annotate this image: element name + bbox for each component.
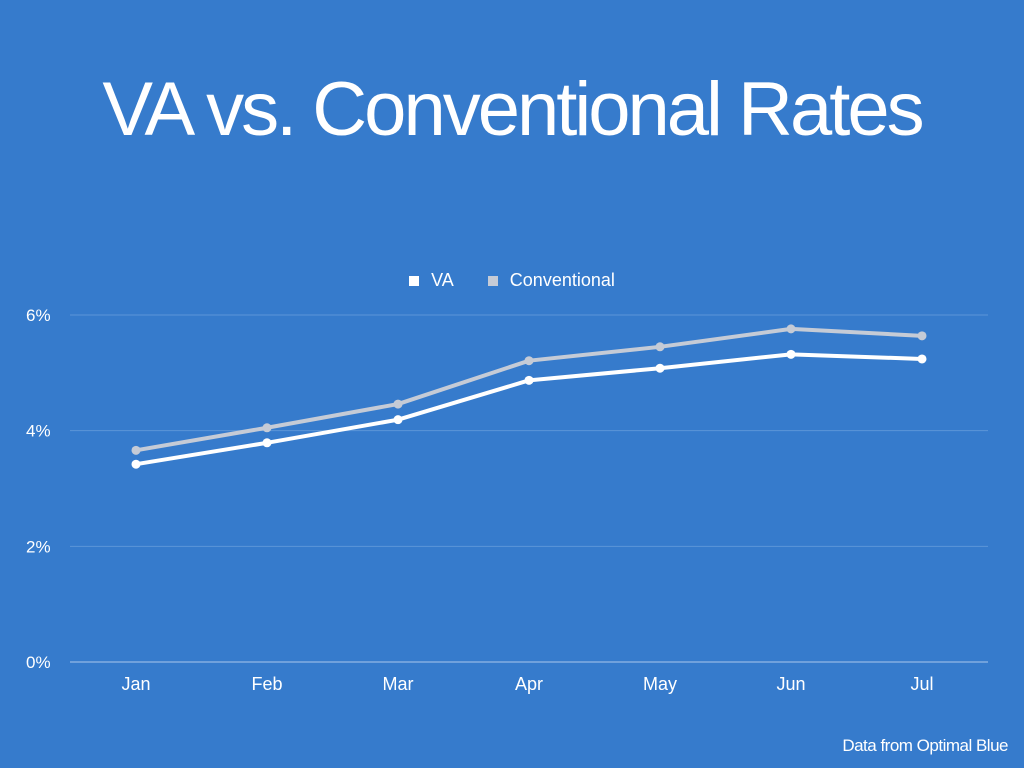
x-tick-label: Feb — [251, 674, 282, 694]
x-tick-label: Jul — [910, 674, 933, 694]
legend-swatch-va — [409, 275, 420, 286]
y-tick-label: 0% — [26, 653, 51, 672]
data-point-conventional-apr — [524, 356, 534, 366]
data-point-conventional-jan — [131, 445, 141, 455]
chart-title: VA vs. Conventional Rates — [102, 67, 924, 152]
data-point-va-mar — [393, 415, 403, 425]
legend-label-conventional: Conventional — [509, 270, 615, 290]
source-note: Data from Optimal Blue — [842, 736, 1008, 755]
y-tick-label: 2% — [26, 537, 51, 556]
y-tick-label: 6% — [26, 306, 51, 325]
x-tick-label: Jun — [776, 674, 805, 694]
legend-item-va: VA — [409, 270, 454, 291]
data-point-va-jul — [917, 354, 927, 364]
series-line-va — [134, 352, 924, 467]
data-point-va-apr — [524, 375, 534, 385]
data-point-conventional-jul — [917, 331, 927, 341]
legend-label-va: VA — [431, 270, 454, 290]
data-point-va-jun — [786, 349, 796, 359]
legend: VA Conventional — [0, 270, 1024, 291]
x-tick-label: Mar — [383, 674, 414, 694]
x-tick-label: Jan — [121, 674, 150, 694]
legend-item-conventional: Conventional — [487, 270, 615, 291]
x-tick-label: May — [643, 674, 677, 694]
data-point-va-feb — [262, 438, 272, 448]
series-line-conventional — [134, 326, 924, 453]
y-tick-label: 4% — [26, 422, 51, 441]
data-point-va-may — [655, 363, 665, 373]
data-point-conventional-feb — [262, 423, 272, 433]
legend-swatch-conventional — [487, 275, 498, 286]
data-point-conventional-mar — [393, 399, 403, 409]
x-tick-label: Apr — [515, 674, 543, 694]
data-point-conventional-jun — [786, 324, 796, 334]
data-point-conventional-may — [655, 342, 665, 352]
data-point-va-jan — [131, 459, 141, 469]
